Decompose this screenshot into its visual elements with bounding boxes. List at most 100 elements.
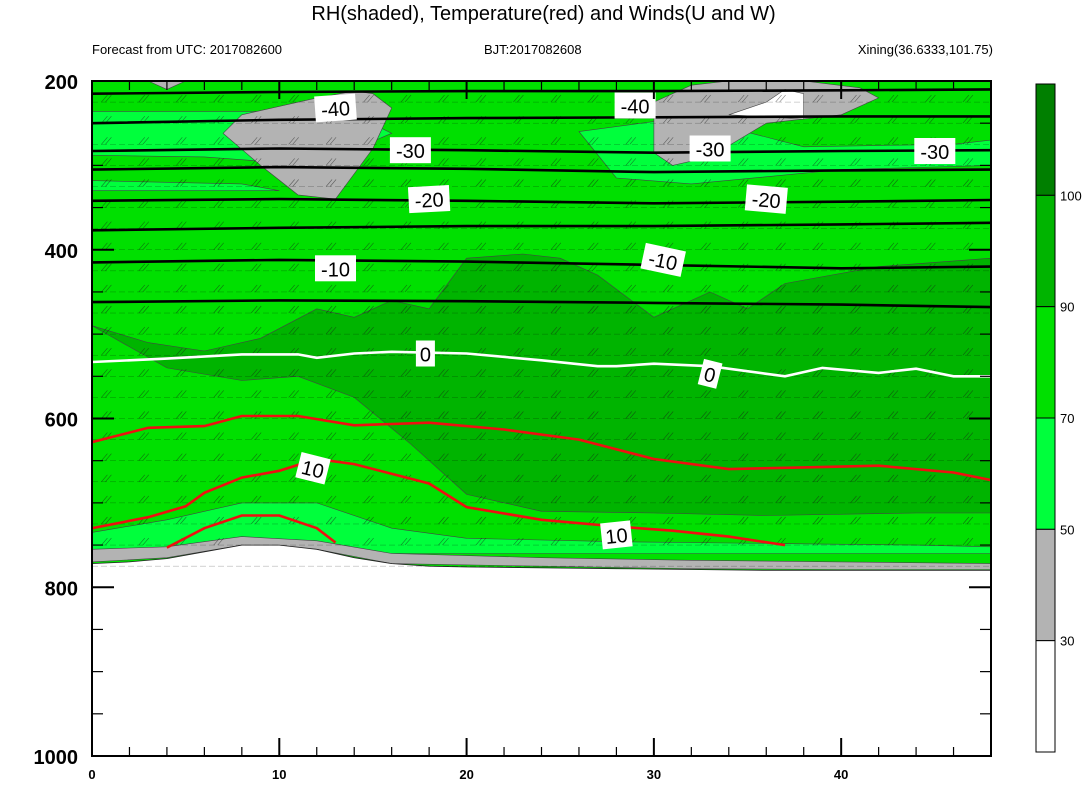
wind-barb (250, 305, 262, 314)
wind-barb (213, 432, 224, 440)
wind-barb (138, 221, 150, 229)
wind-barb (101, 474, 112, 482)
wind-barb (325, 326, 337, 335)
wind-barb (250, 432, 262, 440)
wind-barb (925, 348, 936, 356)
wind-barb (850, 179, 861, 187)
y-tick-label: 400 (45, 241, 78, 263)
x-tick-label: 40 (834, 767, 848, 782)
wind-barb (812, 284, 824, 293)
wind-barb (513, 495, 524, 504)
wind-barb (400, 453, 412, 461)
wind-barb (438, 137, 449, 145)
wind-barb (925, 516, 936, 525)
wind-barb (438, 284, 449, 293)
wind-barb (438, 263, 449, 271)
wind-barb (438, 369, 449, 377)
wind-barb (662, 390, 674, 398)
wind-barb (850, 94, 861, 103)
wind-barb (662, 516, 674, 525)
wind-barb (700, 326, 711, 335)
wind-barb (962, 537, 974, 546)
wind-barb (363, 200, 374, 208)
wind-barb (850, 537, 861, 546)
wind-barb (213, 158, 224, 166)
isotherm-black (92, 88, 991, 95)
wind-barb (850, 390, 861, 398)
wind-barb (101, 495, 112, 504)
contour-label-text: 0 (702, 364, 718, 388)
wind-barb (737, 411, 749, 419)
wind-barb (288, 284, 299, 293)
wind-barb (962, 390, 974, 398)
wind-barb (176, 411, 187, 419)
wind-barb (138, 137, 150, 145)
wind-barb (475, 158, 487, 166)
wind-barb (812, 432, 824, 440)
wind-barb (700, 390, 711, 398)
wind-barb (288, 326, 299, 335)
wind-barb (288, 453, 299, 461)
wind-barb (700, 495, 711, 504)
contour-label-text: -20 (414, 189, 444, 212)
wind-barb (887, 284, 899, 293)
wind-barb (662, 495, 674, 504)
wind-barb (588, 432, 599, 440)
wind-barb (475, 94, 487, 103)
wind-barb (737, 242, 749, 250)
wind-barb (887, 158, 899, 166)
wind-barb (250, 495, 262, 504)
wind-barb (700, 284, 711, 293)
colorbar-label: 30 (1060, 634, 1074, 649)
wind-barb (363, 263, 374, 271)
wind-barb (176, 242, 187, 250)
wind-barb (962, 516, 974, 525)
contour-label: -40 (614, 92, 656, 119)
wind-barb (737, 158, 749, 166)
wind-barb (850, 432, 861, 440)
contour-label-text: -10 (321, 259, 350, 281)
wind-barb (962, 326, 974, 335)
wind-barb (737, 474, 749, 482)
contour-label: -30 (389, 137, 431, 164)
wind-barb (138, 179, 150, 187)
wind-barb (176, 158, 187, 166)
wind-barb (325, 348, 337, 356)
wind-barb (250, 326, 262, 335)
wind-barb (325, 305, 337, 314)
wind-barb (962, 94, 974, 103)
wind-barb (513, 94, 524, 103)
wind-barb (176, 200, 187, 208)
wind-barb (176, 263, 187, 271)
wind-barb (812, 94, 824, 103)
wind-barb (625, 474, 637, 482)
wind-barb (101, 94, 112, 103)
wind-barb (213, 326, 224, 335)
wind-barb (176, 179, 187, 187)
wind-barb (887, 94, 899, 103)
isotherm-black (92, 115, 991, 125)
wind-barb (588, 137, 599, 145)
wind-barb (550, 94, 562, 103)
wind-barb (850, 305, 861, 314)
colorbar-box (1035, 306, 1056, 419)
wind-barb (588, 495, 599, 504)
wind-barb (850, 326, 861, 335)
wind-barb (887, 242, 899, 250)
wind-barb (101, 516, 112, 525)
wind-barb (213, 179, 224, 187)
wind-barb (925, 179, 936, 187)
wind-barb (438, 305, 449, 314)
wind-barb (288, 200, 299, 208)
wind-barb (812, 411, 824, 419)
wind-barb (887, 537, 899, 546)
wind-barb (325, 369, 337, 377)
wind-barb (138, 305, 150, 314)
wind-barb (475, 432, 487, 440)
wind-barb (962, 284, 974, 293)
isotherm-black (92, 221, 991, 232)
wind-barb (775, 495, 786, 504)
contour-label-box (689, 135, 731, 162)
wind-barb (438, 326, 449, 335)
wind-barb (213, 137, 224, 145)
